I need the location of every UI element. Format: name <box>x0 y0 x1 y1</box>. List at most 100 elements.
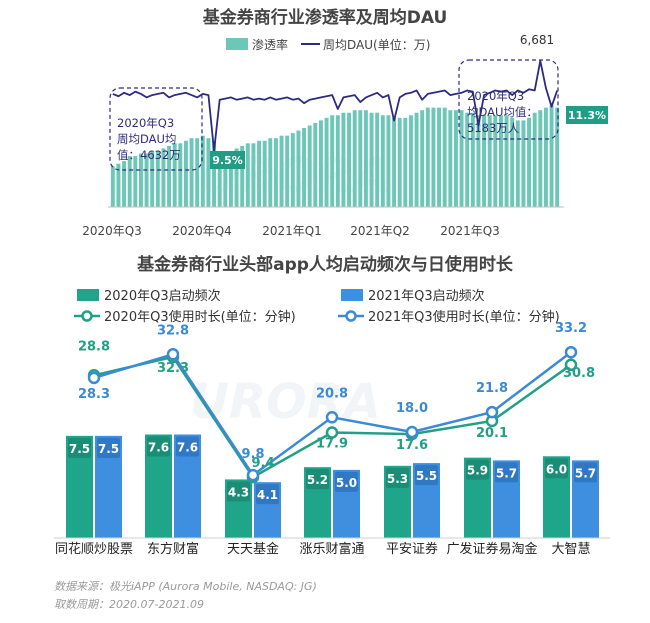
legend-time-2020-label: 2020年Q3使用时长(单位：分钟) <box>104 309 296 325</box>
legend-time-2020-swatch-dot <box>81 310 93 322</box>
legend-freq-2020-swatch <box>77 289 99 301</box>
legend-penetration-swatch <box>226 38 248 50</box>
time-2021-point <box>246 468 260 482</box>
top-chart-plot <box>108 59 564 208</box>
time-2021-value-label: 20.8 <box>316 386 348 401</box>
time-2020-value-label: 17.6 <box>396 438 428 453</box>
freq-2021-label: 7.6 <box>177 440 198 454</box>
top-chart-title: 基金券商行业渗透率及周均DAU <box>202 7 448 28</box>
penetration-bar <box>122 161 127 207</box>
freq-2021-label: 7.5 <box>98 442 119 456</box>
top-legend: 渗透率 周均DAU(单位：万) <box>226 37 430 52</box>
penetration-bar <box>200 135 205 207</box>
penetration-bar <box>380 115 385 207</box>
penetration-bar <box>110 166 115 207</box>
time-2021-point <box>485 405 499 419</box>
penetration-bar <box>257 140 262 207</box>
freq-2021-label: 4.1 <box>257 488 278 502</box>
bottom-legend: 2020年Q3启动频次 2021年Q3启动频次 2020年Q3使用时长(单位：分… <box>74 288 560 325</box>
annotation-box-2021-line3: 5183万人 <box>467 121 520 135</box>
penetration-bar <box>206 138 211 207</box>
category-label: 天天基金 <box>227 541 279 557</box>
penetration-end-tag: 11.3% <box>566 106 608 124</box>
freq-2020-label: 5.9 <box>467 464 488 478</box>
annotation-box-2021: 2020年Q3 均DAU均值： 5183万人 <box>458 59 559 140</box>
time-2021-value-label: 18.0 <box>396 401 428 416</box>
penetration-bar <box>549 105 554 207</box>
footnote-source: 数据来源：极光iAPP (Aurora Mobile, NASDAQ: JG) <box>54 580 317 593</box>
top-x-tick-label: 2020年Q3 <box>82 224 142 238</box>
penetration-bar <box>414 112 419 207</box>
penetration-bar <box>290 133 295 207</box>
penetration-bar <box>133 156 138 207</box>
freq-2020-label: 6.0 <box>546 462 567 476</box>
time-2021-value-label: 21.8 <box>476 381 508 396</box>
category-label: 涨乐财富通 <box>299 541 364 557</box>
time-2021-value-label: 28.3 <box>78 387 110 402</box>
freq-2020-label: 5.3 <box>387 472 408 486</box>
penetration-bar <box>161 148 166 207</box>
time-2020-value-label: 28.8 <box>78 339 110 354</box>
bottom-chart-plot: 7.5 7.5 同花顺炒股票 7.6 7.6 东方财富 4.3 4.1 天天基金 5.2 5.0 涨乐… <box>54 321 610 557</box>
penetration-bar <box>347 112 352 207</box>
penetration-bar <box>150 150 155 207</box>
penetration-bar <box>178 143 183 207</box>
penetration-bar <box>386 115 391 207</box>
penetration-bar <box>240 145 245 207</box>
time-2020-value-label: 9.4 <box>251 456 274 471</box>
penetration-bar <box>279 135 284 207</box>
penetration-bar <box>397 117 402 207</box>
penetration-bar <box>234 148 239 207</box>
freq-2020-label-bg <box>147 436 170 457</box>
time-2020-point <box>564 358 578 372</box>
penetration-bar <box>493 115 498 207</box>
penetration-bar <box>285 135 290 207</box>
penetration-bar <box>431 107 436 207</box>
penetration-bar <box>521 120 526 207</box>
penetration-bar <box>448 110 453 207</box>
freq-2021-label: 5.7 <box>496 466 517 480</box>
penetration-bar <box>543 107 548 207</box>
penetration-bar <box>273 138 278 207</box>
time-2020-value-label: 32.3 <box>157 361 189 376</box>
freq-2020-label-bg <box>386 467 409 488</box>
freq-2021-label-bg <box>97 437 120 458</box>
top-x-tick-label: 2021年Q1 <box>262 224 322 238</box>
penetration-bar <box>318 120 323 207</box>
penetration-start-tag: 9.5% <box>210 151 245 169</box>
freq-2020-label-bg <box>466 459 489 480</box>
penetration-bar <box>223 150 228 207</box>
penetration-bar <box>459 110 464 207</box>
penetration-bar <box>482 115 487 207</box>
penetration-bar <box>352 110 357 207</box>
annotation-box-2021-line2: 均DAU均值： <box>467 105 538 119</box>
category-label: 大智慧 <box>551 541 590 557</box>
annotation-box-2020-line3: 值：4632万 <box>117 148 181 162</box>
penetration-bar <box>555 107 560 207</box>
penetration-bar <box>212 140 217 207</box>
penetration-bar <box>144 153 149 207</box>
top-x-tick-label: 2021年Q3 <box>440 224 500 238</box>
penetration-bar <box>155 150 160 207</box>
freq-2020-label: 7.6 <box>148 440 169 454</box>
penetration-bar <box>268 138 273 207</box>
penetration-bar <box>538 110 543 207</box>
penetration-end-tag-text: 11.3% <box>568 109 606 122</box>
category-label: 同花顺炒股票 <box>55 541 133 557</box>
penetration-bar <box>453 110 458 207</box>
penetration-bar <box>369 112 374 207</box>
time-2021-point <box>166 348 180 361</box>
time-2020-value-label: 30.8 <box>563 366 595 381</box>
penetration-bar <box>127 156 132 207</box>
penetration-end-tag-bg <box>566 106 608 124</box>
freq-2021-label-bg <box>256 484 279 505</box>
penetration-bar <box>341 112 346 207</box>
annotation-box-2020-frame <box>109 87 203 171</box>
time-2021-point <box>564 345 578 359</box>
freq-2021-label: 5.0 <box>336 476 357 490</box>
penetration-bar <box>392 117 397 207</box>
time-2021-point <box>405 425 419 439</box>
penetration-bar <box>437 107 442 207</box>
penetration-bar <box>324 117 329 207</box>
